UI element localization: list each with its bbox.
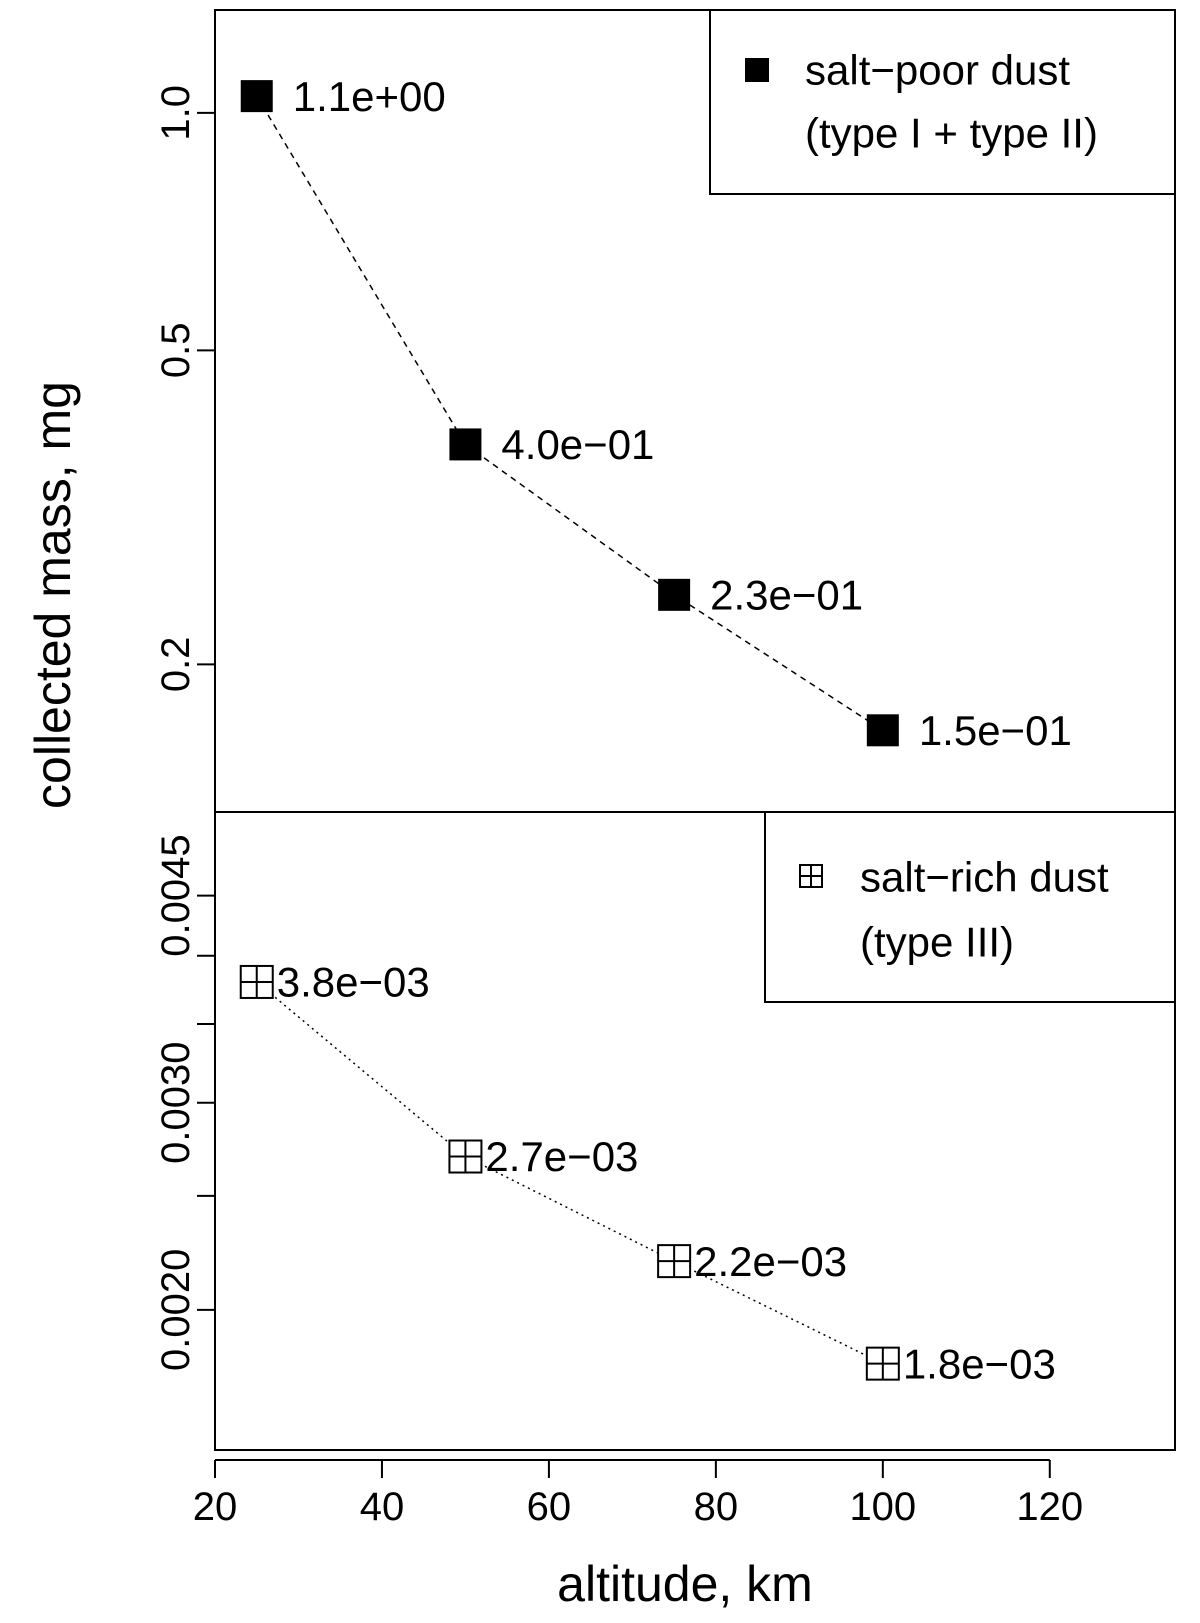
y-tick-label: 0.5 — [154, 323, 198, 379]
y-tick-label: 0.0030 — [154, 1042, 198, 1164]
x-tick-label: 80 — [694, 1485, 739, 1529]
data-point — [657, 1244, 692, 1279]
data-point — [866, 714, 899, 747]
x-axis: 20 40 60 80 100 120 — [193, 1459, 1083, 1529]
data-point — [240, 80, 273, 113]
legend-label: (type III) — [860, 919, 1014, 966]
legend-label: salt−poor dust — [805, 47, 1070, 94]
y-tick-label: 0.2 — [154, 637, 198, 693]
data-label: 4.0e−01 — [501, 421, 654, 468]
legend-marker — [745, 58, 769, 82]
legend-box — [709, 9, 1176, 195]
legend-label: salt−rich dust — [860, 854, 1109, 901]
legend: salt−rich dust (type III) — [764, 811, 1176, 1003]
y-tick-label: 0.0020 — [154, 1249, 198, 1371]
panel-frame — [214, 811, 1176, 1451]
x-axis-title: altitude, km — [557, 1556, 813, 1612]
series-line — [256, 95, 884, 731]
data-label: 2.3e−01 — [710, 572, 863, 619]
x-tick-label: 40 — [360, 1485, 405, 1529]
x-tick-label: 100 — [849, 1485, 916, 1529]
data-label: 1.1e+00 — [293, 73, 446, 120]
data-label: 1.5e−01 — [919, 707, 1072, 754]
legend-marker — [799, 864, 823, 888]
data-point — [865, 1346, 900, 1381]
x-tick-label: 20 — [193, 1485, 238, 1529]
y-tick-label: 0.0045 — [154, 834, 198, 956]
data-label: 1.8e−03 — [903, 1340, 1056, 1387]
legend-box — [764, 811, 1176, 1003]
x-tick-label: 60 — [527, 1485, 572, 1529]
y-axis-title: collected mass, mg — [25, 381, 81, 809]
data-label: 2.2e−03 — [694, 1238, 847, 1285]
data-point — [658, 578, 691, 611]
y-tick-label: 1.0 — [154, 85, 198, 141]
upper-panel: 1.0 0.5 0.2 1.1e+00 4.0e−01 2.3e−01 1.5e−01 sal… — [154, 9, 1176, 813]
data-point — [239, 964, 274, 999]
data-label: 2.7e−03 — [485, 1133, 638, 1180]
data-point — [449, 428, 482, 461]
data-point — [448, 1139, 483, 1174]
data-label: 3.8e−03 — [277, 959, 430, 1006]
x-tick-label: 120 — [1016, 1485, 1083, 1529]
legend-label: (type I + type II) — [805, 110, 1098, 157]
legend: salt−poor dust (type I + type II) — [709, 9, 1176, 195]
lower-panel: 0.0045 0.0030 0.0020 3.8e−03 2.7e−03 2.2e−03 1… — [154, 811, 1176, 1451]
